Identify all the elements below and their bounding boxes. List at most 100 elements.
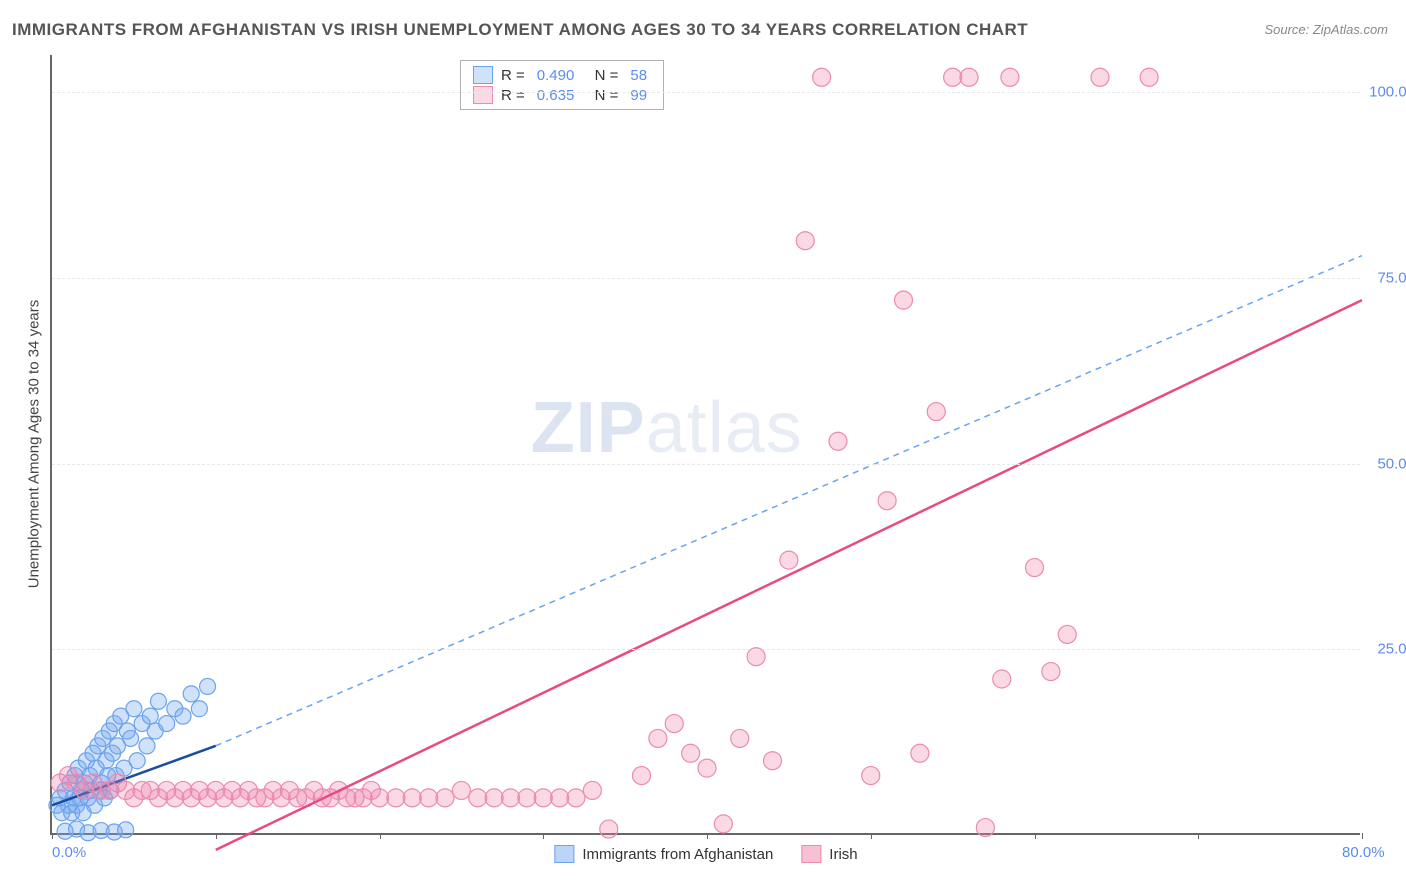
data-point bbox=[682, 744, 700, 762]
legend-item: Immigrants from Afghanistan bbox=[554, 845, 773, 863]
plot-svg bbox=[52, 55, 1360, 833]
data-point bbox=[698, 759, 716, 777]
data-point bbox=[534, 789, 552, 807]
data-point bbox=[600, 820, 618, 838]
data-point bbox=[813, 68, 831, 86]
x-tick bbox=[380, 833, 381, 839]
y-tick-label: 100.0% bbox=[1369, 84, 1406, 101]
data-point bbox=[1026, 559, 1044, 577]
data-point bbox=[485, 789, 503, 807]
legend-item: Irish bbox=[801, 845, 857, 863]
data-point bbox=[123, 730, 139, 746]
legend-swatch bbox=[554, 845, 574, 863]
data-point bbox=[1140, 68, 1158, 86]
data-point bbox=[796, 232, 814, 250]
x-tick bbox=[1362, 833, 1363, 839]
y-axis-title: Unemployment Among Ages 30 to 34 years bbox=[26, 300, 43, 589]
data-point bbox=[944, 68, 962, 86]
data-point bbox=[567, 789, 585, 807]
data-point bbox=[502, 789, 520, 807]
grid-line bbox=[52, 464, 1360, 465]
data-point bbox=[469, 789, 487, 807]
data-point bbox=[731, 729, 749, 747]
data-point bbox=[126, 701, 142, 717]
legend-n-label: N = bbox=[586, 67, 618, 84]
legend-n-label: N = bbox=[586, 87, 618, 104]
x-tick bbox=[216, 833, 217, 839]
data-point bbox=[927, 403, 945, 421]
data-point bbox=[1091, 68, 1109, 86]
y-tick-label: 50.0% bbox=[1377, 455, 1406, 472]
data-point bbox=[200, 678, 216, 694]
data-point bbox=[420, 789, 438, 807]
data-point bbox=[150, 693, 166, 709]
x-tick bbox=[543, 833, 544, 839]
data-point bbox=[583, 781, 601, 799]
data-point bbox=[747, 648, 765, 666]
data-point bbox=[139, 738, 155, 754]
trend-line-dashed bbox=[216, 256, 1362, 746]
source-attribution: Source: ZipAtlas.com bbox=[1264, 22, 1388, 37]
chart-area: Unemployment Among Ages 30 to 34 years Z… bbox=[50, 55, 1360, 835]
grid-line bbox=[52, 92, 1360, 93]
legend-series: Immigrants from Afghanistan Irish bbox=[554, 845, 857, 863]
x-tick bbox=[707, 833, 708, 839]
data-point bbox=[665, 715, 683, 733]
legend-row: R = 0.490 N = 58 bbox=[473, 65, 651, 85]
legend-r-value: 0.635 bbox=[537, 87, 575, 104]
data-point bbox=[191, 701, 207, 717]
legend-label: Irish bbox=[829, 846, 857, 863]
legend-n-value: 58 bbox=[630, 67, 647, 84]
data-point bbox=[862, 767, 880, 785]
data-point bbox=[993, 670, 1011, 688]
y-tick-label: 75.0% bbox=[1377, 269, 1406, 286]
y-tick-label: 25.0% bbox=[1377, 641, 1406, 658]
data-point bbox=[142, 708, 158, 724]
data-point bbox=[436, 789, 454, 807]
legend-r-value: 0.490 bbox=[537, 67, 575, 84]
data-point bbox=[371, 789, 389, 807]
x-tick bbox=[52, 833, 53, 839]
data-point bbox=[714, 815, 732, 833]
data-point bbox=[387, 789, 405, 807]
data-point bbox=[551, 789, 569, 807]
x-tick-label: 0.0% bbox=[52, 844, 86, 861]
data-point bbox=[878, 492, 896, 510]
legend-row: R = 0.635 N = 99 bbox=[473, 85, 651, 105]
grid-line bbox=[52, 278, 1360, 279]
legend-swatch bbox=[801, 845, 821, 863]
trend-line bbox=[216, 300, 1362, 850]
legend-n-value: 99 bbox=[630, 87, 647, 104]
x-tick bbox=[871, 833, 872, 839]
data-point bbox=[960, 68, 978, 86]
legend-label: Immigrants from Afghanistan bbox=[582, 846, 773, 863]
data-point bbox=[159, 716, 175, 732]
legend-r-label: R = bbox=[501, 87, 525, 104]
data-point bbox=[1058, 625, 1076, 643]
data-point bbox=[403, 789, 421, 807]
chart-title: IMMIGRANTS FROM AFGHANISTAN VS IRISH UNE… bbox=[12, 20, 1028, 40]
data-point bbox=[764, 752, 782, 770]
legend-swatch bbox=[473, 66, 493, 84]
legend-correlation: R = 0.490 N = 58 R = 0.635 N = 99 bbox=[460, 60, 664, 110]
data-point bbox=[183, 686, 199, 702]
data-point bbox=[633, 767, 651, 785]
data-point bbox=[895, 291, 913, 309]
data-point bbox=[780, 551, 798, 569]
data-point bbox=[1042, 663, 1060, 681]
data-point bbox=[649, 729, 667, 747]
data-point bbox=[129, 753, 145, 769]
data-point bbox=[829, 432, 847, 450]
legend-r-label: R = bbox=[501, 67, 525, 84]
grid-line bbox=[52, 649, 1360, 650]
x-tick-label: 80.0% bbox=[1342, 844, 1385, 861]
legend-swatch bbox=[473, 86, 493, 104]
data-point bbox=[452, 781, 470, 799]
data-point bbox=[175, 708, 191, 724]
data-point bbox=[518, 789, 536, 807]
data-point bbox=[118, 822, 134, 838]
data-point bbox=[976, 819, 994, 837]
data-point bbox=[911, 744, 929, 762]
x-tick bbox=[1035, 833, 1036, 839]
x-tick bbox=[1198, 833, 1199, 839]
